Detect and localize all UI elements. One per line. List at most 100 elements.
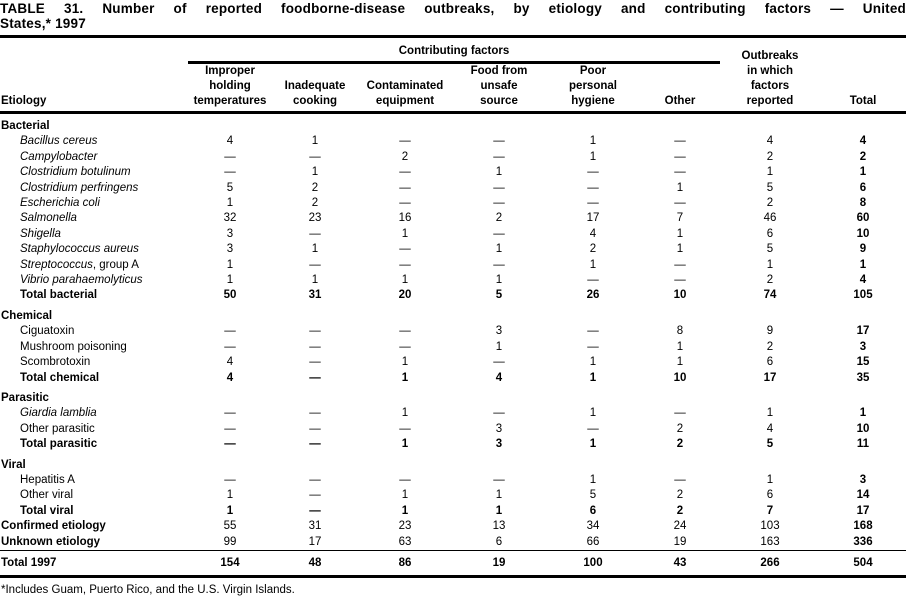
cell-value: 4 — [226, 371, 234, 384]
cell-value: 168 — [853, 520, 873, 533]
cell-value: 8 — [676, 325, 684, 338]
row-label: Shigella — [20, 227, 61, 240]
outbreaks-table: Etiology Contributing factors Outbreaks … — [0, 40, 906, 579]
cell-value: — — [674, 258, 686, 271]
cell-value: 13 — [492, 520, 506, 533]
table-body: Bacterial Bacillus cereus 4 1 — — 1 — 4 4 Campylob… — [0, 113, 906, 577]
cell-value: 1 — [311, 166, 319, 179]
cell-value: 6 — [859, 181, 867, 194]
cell-value: — — [674, 166, 686, 179]
row-label: Confirmed etiology — [1, 520, 106, 533]
header-row-spanner: Etiology Contributing factors Outbreaks … — [0, 40, 906, 107]
table-row-vibrio-parahaemolyticus: Vibrio parahaemolyticus 1 1 1 1 — — 2 4 — [0, 273, 906, 288]
cell-value: 1 — [676, 243, 684, 256]
cell-value: 2 — [676, 504, 684, 517]
table-row-clostridium-perfringens: Clostridium perfringens 5 2 — — — 1 5 6 — [0, 181, 906, 196]
cell-value: 31 — [308, 289, 322, 302]
table-row-escherichia-coli: Escherichia coli 1 2 — — — — 2 8 — [0, 196, 906, 211]
cell-value: 2 — [766, 197, 774, 210]
cell-value: — — [493, 150, 505, 163]
row-label: Streptococcus, group A — [20, 258, 139, 271]
cell-value: — — [309, 489, 321, 502]
section-label: Chemical — [1, 309, 53, 322]
cell-value: 1 — [311, 243, 319, 256]
table-row-other-parasitic: Other parasitic — — — 3 — 2 4 10 — [0, 422, 906, 437]
table-row-total-chemical: Total chemical 4 — 1 4 1 10 17 35 — [0, 371, 906, 386]
cell-value: 336 — [853, 535, 873, 548]
cell-value: 1 — [676, 227, 684, 240]
cell-value: — — [224, 422, 236, 435]
table-row-confirmed-etiology: Confirmed etiology 55 31 23 13 34 24 103 168 — [0, 519, 906, 534]
cell-value: 3 — [495, 325, 503, 338]
row-label: Ciguatoxin — [20, 325, 75, 338]
cell-value: 100 — [546, 549, 640, 577]
column-header-improper-holding-temperatures: Improper holding temperatures — [193, 65, 267, 107]
section-label: Parasitic — [1, 391, 49, 404]
cell-value: — — [224, 438, 236, 451]
cell-value: 9 — [766, 325, 774, 338]
cell-value: 1 — [226, 504, 234, 517]
cell-value: 17 — [856, 325, 870, 338]
row-label: Bacillus cereus — [20, 135, 98, 148]
cell-value: — — [399, 340, 411, 353]
table-row-hepatitis-a: Hepatitis A — — — — 1 — 1 3 — [0, 473, 906, 488]
row-label: Escherichia coli — [20, 197, 100, 210]
row-label: Staphylococcus aureus — [20, 243, 139, 256]
cell-value: 86 — [358, 549, 452, 577]
table-title-line1: TABLE 31. Number of reported foodborne-d… — [0, 1, 906, 16]
cell-value: 2 — [859, 150, 867, 163]
cell-value: — — [587, 181, 599, 194]
cell-value: 2 — [311, 181, 319, 194]
cell-value: 1 — [401, 371, 409, 384]
cell-value: 2 — [589, 243, 597, 256]
cell-value: 17 — [856, 504, 870, 517]
cell-value: 1 — [401, 438, 409, 451]
table-header: Etiology Contributing factors Outbreaks … — [0, 40, 906, 113]
cell-value: — — [587, 340, 599, 353]
cell-value: 46 — [763, 212, 777, 225]
row-label: Campylobacter — [20, 150, 98, 163]
cell-value: 1 — [401, 227, 409, 240]
cell-value: 1 — [495, 274, 503, 287]
cell-value: 2 — [766, 150, 774, 163]
cell-value: 3 — [226, 243, 234, 256]
cell-value: 10 — [856, 227, 870, 240]
table-row-salmonella: Salmonella 32 23 16 2 17 7 46 60 — [0, 211, 906, 226]
cell-value: 1 — [495, 243, 503, 256]
cell-value: 1 — [495, 166, 503, 179]
cell-value: — — [399, 258, 411, 271]
cell-value: 8 — [859, 197, 867, 210]
cell-value: — — [399, 422, 411, 435]
table-row-shigella: Shigella 3 — 1 — 4 1 6 10 — [0, 227, 906, 242]
cell-value: — — [399, 166, 411, 179]
cell-value: — — [309, 371, 321, 384]
cell-value: 2 — [676, 489, 684, 502]
cell-value: 24 — [673, 520, 687, 533]
row-label: Total 1997 — [0, 549, 188, 577]
cell-value: 1 — [589, 438, 597, 451]
table-row-other-viral: Other viral 1 — 1 1 5 2 6 14 — [0, 488, 906, 503]
row-label: Vibrio parahaemolyticus — [20, 274, 143, 287]
cell-value: — — [674, 274, 686, 287]
cell-value: 1 — [589, 258, 597, 271]
cell-value: — — [493, 135, 505, 148]
cell-value: 3 — [859, 340, 867, 353]
cell-value: 1 — [589, 407, 597, 420]
cell-value: 3 — [495, 438, 503, 451]
cell-value: 10 — [856, 422, 870, 435]
cell-value: 504 — [820, 549, 906, 577]
cell-value: 4 — [766, 422, 774, 435]
table-row-ciguatoxin: Ciguatoxin — — — 3 — 8 9 17 — [0, 324, 906, 339]
cell-value: 1 — [589, 473, 597, 486]
row-label: Total bacterial — [20, 289, 98, 302]
cell-value: 103 — [760, 520, 780, 533]
cell-value: — — [587, 422, 599, 435]
cell-value: 1 — [495, 504, 503, 517]
cell-value: 1 — [676, 340, 684, 353]
column-group-contributing-factors: Contributing factors — [188, 40, 720, 64]
row-label: Total viral — [20, 504, 74, 517]
cell-value: 1 — [401, 504, 409, 517]
cell-value: — — [493, 407, 505, 420]
table-row-viral: Viral — [0, 453, 906, 473]
row-label: Total parasitic — [20, 438, 98, 451]
